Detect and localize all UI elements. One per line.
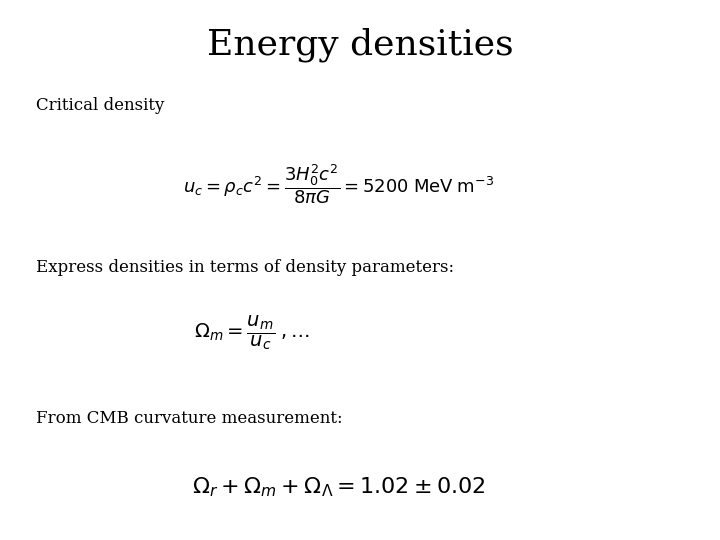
Text: From CMB curvature measurement:: From CMB curvature measurement: [36,410,343,427]
Text: $\Omega_r + \Omega_m + \Omega_\Lambda = 1.02 \pm 0.02$: $\Omega_r + \Omega_m + \Omega_\Lambda = … [192,475,485,499]
Text: $u_c = \rho_c c^2 = \dfrac{3H_0^2 c^2}{8\pi G} = 5200\;\mathrm{MeV\;m^{-3}}$: $u_c = \rho_c c^2 = \dfrac{3H_0^2 c^2}{8… [183,162,494,206]
Text: Express densities in terms of density parameters:: Express densities in terms of density pa… [36,259,454,276]
Text: Energy densities: Energy densities [207,27,513,62]
Text: Critical density: Critical density [36,97,164,114]
Text: $\Omega_m = \dfrac{u_m}{u_c}\;,\ldots$: $\Omega_m = \dfrac{u_m}{u_c}\;,\ldots$ [194,313,310,352]
